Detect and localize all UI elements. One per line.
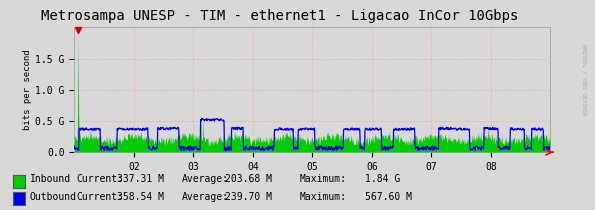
Text: Inbound: Inbound: [30, 174, 71, 184]
Text: 567.60 M: 567.60 M: [365, 192, 412, 202]
Text: Average:: Average:: [181, 174, 228, 184]
Text: 337.31 M: 337.31 M: [117, 174, 164, 184]
Text: Outbound: Outbound: [30, 192, 77, 202]
Text: Average:: Average:: [181, 192, 228, 202]
Text: Maximum:: Maximum:: [299, 192, 346, 202]
Text: RRDTOOL / TOBI OETIKER: RRDTOOL / TOBI OETIKER: [581, 44, 586, 116]
Text: Current:: Current:: [76, 192, 123, 202]
Text: 203.68 M: 203.68 M: [225, 174, 272, 184]
Text: Current:: Current:: [76, 174, 123, 184]
Y-axis label: bits per second: bits per second: [23, 50, 33, 130]
Text: Metrosampa UNESP - TIM - ethernet1 - Ligacao InCor 10Gbps: Metrosampa UNESP - TIM - ethernet1 - Lig…: [41, 9, 518, 24]
Text: 358.54 M: 358.54 M: [117, 192, 164, 202]
Text: 1.84 G: 1.84 G: [365, 174, 400, 184]
Text: Maximum:: Maximum:: [299, 174, 346, 184]
Text: 239.70 M: 239.70 M: [225, 192, 272, 202]
